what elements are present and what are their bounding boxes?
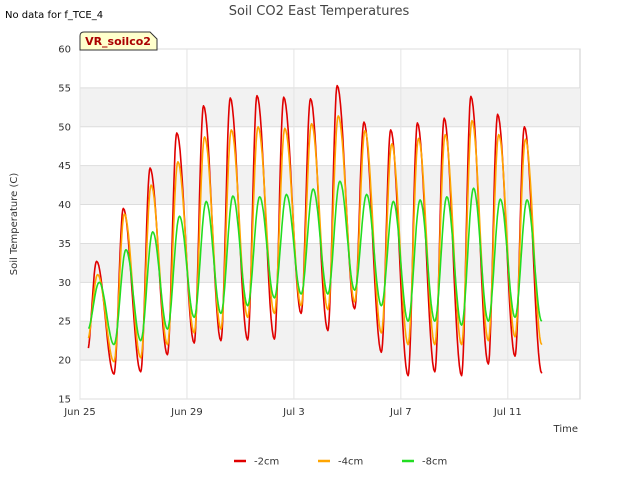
legend-label: -2cm bbox=[254, 457, 279, 468]
chart-title: Soil CO2 East Temperatures bbox=[229, 4, 410, 19]
y-tick-label: 20 bbox=[58, 356, 71, 367]
y-tick-label: 50 bbox=[58, 122, 71, 133]
plot-band bbox=[80, 87, 580, 127]
x-tick-label: Jul 3 bbox=[282, 407, 305, 418]
x-tick-label: Jul 7 bbox=[389, 407, 412, 418]
legend: -2cm -4cm -8cm bbox=[234, 457, 447, 468]
y-tick-label: 25 bbox=[58, 317, 71, 328]
y-tick-label: 45 bbox=[58, 161, 71, 172]
x-tick-label: Jun 25 bbox=[63, 407, 96, 418]
site-badge-label: VR_soilco2 bbox=[85, 35, 151, 48]
x-axis: Jun 25 Jun 29 Jul 3 Jul 7 Jul 11 bbox=[63, 407, 522, 418]
y-tick-label: 15 bbox=[58, 395, 71, 406]
x-tick-label: Jul 11 bbox=[493, 407, 522, 418]
plot-band bbox=[80, 165, 580, 205]
series-line-8cm bbox=[87, 180, 543, 346]
legend-label: -4cm bbox=[338, 457, 363, 468]
y-tick-label: 35 bbox=[58, 239, 71, 250]
plot-band bbox=[80, 321, 580, 361]
legend-label: -8cm bbox=[422, 457, 447, 468]
x-axis-title: Time bbox=[553, 424, 578, 435]
series-layer bbox=[87, 84, 543, 377]
y-tick-label: 60 bbox=[58, 45, 71, 56]
y-axis-title: Soil Temperature (C) bbox=[9, 173, 20, 276]
x-tick-label: Jun 29 bbox=[170, 407, 203, 418]
y-tick-label: 30 bbox=[58, 278, 71, 289]
y-tick-label: 55 bbox=[58, 83, 71, 94]
y-tick-label: 40 bbox=[58, 200, 71, 211]
y-axis: 15 20 25 30 35 40 45 50 55 60 bbox=[58, 45, 71, 406]
site-badge: VR_soilco2 bbox=[79, 31, 158, 51]
no-data-note: No data for f_TCE_4 bbox=[5, 10, 103, 21]
series-line-4cm bbox=[87, 115, 543, 363]
